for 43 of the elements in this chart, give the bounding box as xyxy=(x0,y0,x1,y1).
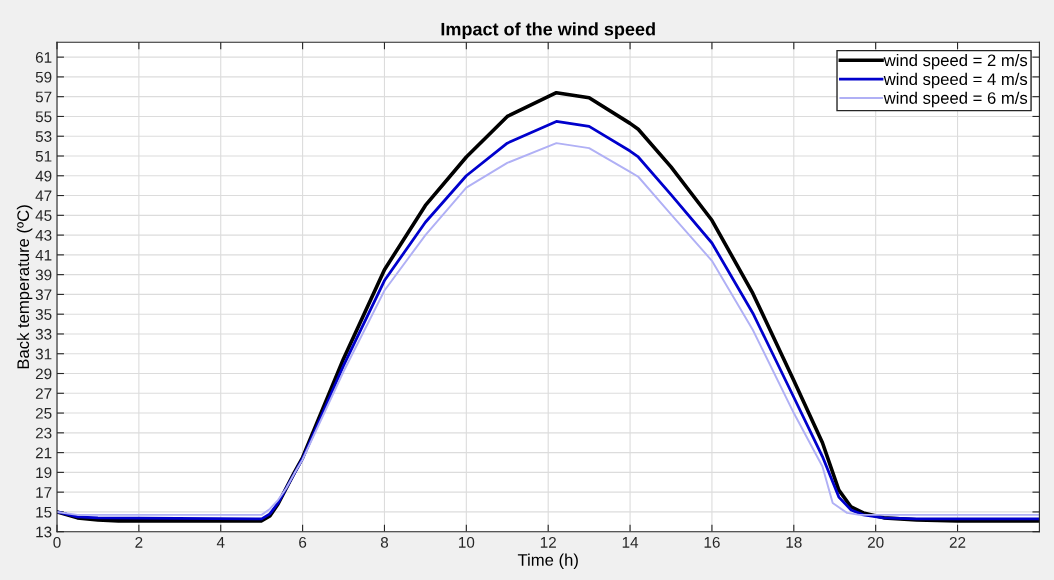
x-tick-label: 20 xyxy=(867,536,884,548)
y-tick-label: 29 xyxy=(35,368,52,380)
legend-label: wind speed = 4 m/s xyxy=(883,72,1028,89)
x-tick-label: 8 xyxy=(380,536,389,548)
y-axis-title: Back temperature (ºC) xyxy=(16,205,33,369)
y-tick-label: 47 xyxy=(35,190,52,202)
x-tick-label: 14 xyxy=(622,537,639,548)
y-tick-label: 41 xyxy=(35,249,52,261)
x-tick-label: 16 xyxy=(704,536,720,548)
y-tick-label: 55 xyxy=(35,111,52,123)
y-tick-label: 15 xyxy=(36,506,52,518)
x-tick-label: 10 xyxy=(459,536,475,548)
y-tick-label: 51 xyxy=(35,151,52,162)
x-tick-label: 6 xyxy=(299,536,307,548)
y-tick-label: 13 xyxy=(36,526,52,538)
y-tick-label: 19 xyxy=(36,467,52,479)
y-tick-label: 27 xyxy=(35,388,52,399)
x-tick-label: 4 xyxy=(216,537,225,548)
y-tick-label: 61 xyxy=(35,52,52,63)
x-tick-label: 22 xyxy=(949,536,966,548)
y-tick-label: 57 xyxy=(35,91,52,103)
y-tick-label: 43 xyxy=(35,229,52,241)
y-tick-label: 49 xyxy=(35,170,52,182)
y-tick-label: 23 xyxy=(35,427,52,439)
y-tick-label: 37 xyxy=(35,289,52,301)
y-tick-label: 45 xyxy=(35,210,52,222)
x-tick-label: 18 xyxy=(786,536,802,548)
y-tick-label: 25 xyxy=(35,407,52,419)
x-axis-title: Time (h) xyxy=(517,553,578,570)
y-tick-label: 39 xyxy=(35,269,52,281)
x-tick-label: 12 xyxy=(540,536,556,548)
x-tick-label: 0 xyxy=(53,536,61,548)
y-tick-label: 33 xyxy=(35,328,52,340)
y-tick-label: 53 xyxy=(35,131,52,142)
legend-label: wind speed = 6 m/s xyxy=(883,91,1028,108)
x-tick-label: 2 xyxy=(135,536,143,548)
y-tick-label: 59 xyxy=(35,71,52,83)
y-tick-label: 31 xyxy=(35,348,52,360)
y-tick-label: 17 xyxy=(36,487,52,498)
y-tick-label: 21 xyxy=(35,447,52,459)
y-tick-label: 35 xyxy=(35,309,52,320)
legend-label: wind speed = 2 m/s xyxy=(883,53,1028,70)
chart-title: Impact of the wind speed xyxy=(441,22,655,40)
